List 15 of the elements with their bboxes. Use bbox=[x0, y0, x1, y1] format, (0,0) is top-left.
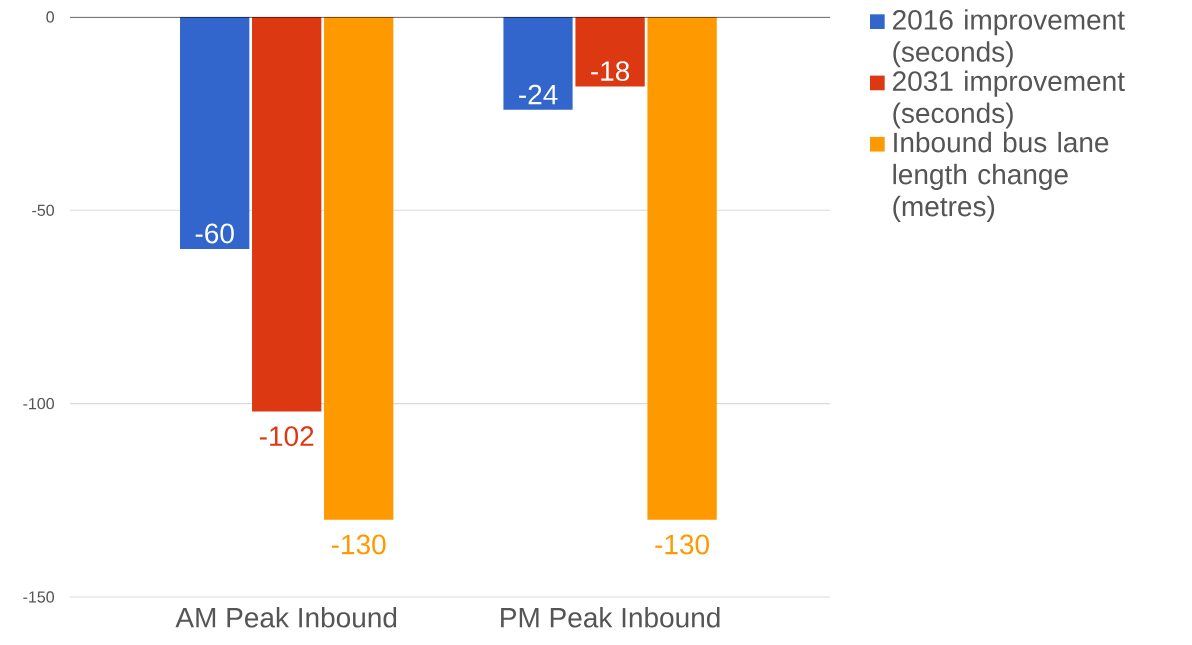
y-tick-label: -50 bbox=[32, 204, 55, 216]
data-label: -130 bbox=[655, 534, 709, 555]
data-label: -24 bbox=[519, 84, 558, 105]
legend-label: 2016 improvement (seconds) bbox=[893, 9, 1125, 68]
data-label: -102 bbox=[259, 426, 314, 447]
y-tick-label: -150 bbox=[23, 591, 55, 603]
data-label: -130 bbox=[331, 534, 386, 555]
legend-label: 2031 improvement (seconds) bbox=[893, 70, 1125, 129]
legend-label: Inbound bus lane length change (metres) bbox=[893, 131, 1109, 222]
y-tick-label: -100 bbox=[23, 397, 55, 410]
x-tick-label: PM Peak Inbound bbox=[501, 607, 720, 628]
x-tick-label: AM Peak Inbound bbox=[175, 607, 397, 628]
y-tick-label: 0 bbox=[46, 11, 55, 23]
data-label: -60 bbox=[195, 223, 234, 244]
data-label: -18 bbox=[591, 61, 630, 81]
